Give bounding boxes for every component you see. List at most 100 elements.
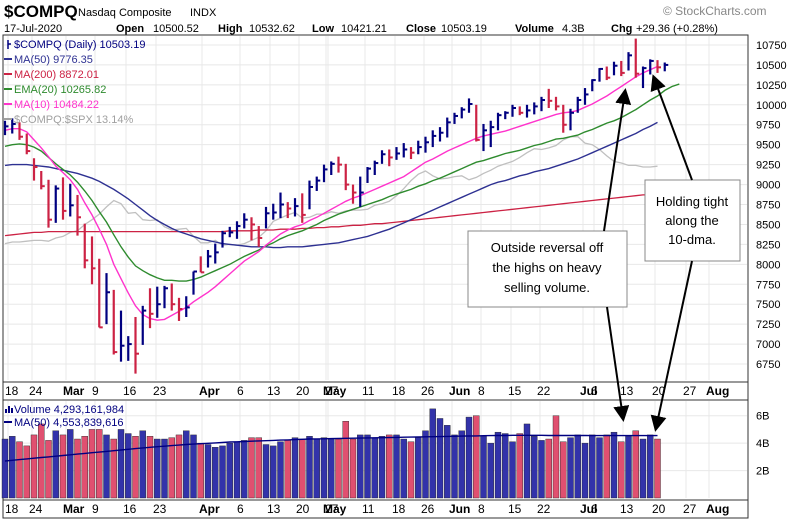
volume-bar (52, 430, 59, 499)
date-tick-label: 20 (296, 384, 310, 398)
volume-bar (30, 434, 38, 499)
price-tick-label: 8750 (756, 200, 780, 212)
legend-entry-text: $COMPQ:$SPX 13.14% (14, 114, 133, 126)
volume-bar (415, 437, 422, 499)
date-tick-label: 8 (478, 384, 485, 398)
legend-entry-text: MA(200) 8872.01 (14, 69, 99, 81)
date-tick-label: 18 (5, 384, 19, 398)
date-tick-label-bottom: 15 (508, 502, 522, 516)
volume-bar (291, 437, 299, 499)
volume-bar (59, 434, 67, 499)
index-name: Nasdaq Composite (78, 7, 172, 19)
price-tick-label: 10750 (756, 40, 787, 52)
volume-bar (531, 436, 538, 499)
volume-bar (96, 429, 103, 499)
volume-bar (212, 447, 219, 499)
price-tick-label: 9250 (756, 160, 780, 172)
date-tick-label-bottom: 24 (29, 502, 43, 516)
volume-bar (1, 438, 9, 499)
volume-bar (313, 438, 320, 499)
volume-bar (654, 438, 661, 499)
volume-bar (183, 430, 190, 499)
legend-entry-text: $COMPQ (Daily) 10503.19 (14, 39, 145, 51)
date-tick-label-bottom: May (323, 502, 347, 516)
volume-bar (458, 430, 465, 499)
bottom-date-axis-strip (2, 499, 749, 519)
date-tick-label: 13 (620, 384, 634, 398)
legend-entry-text: MA(10) 10484.22 (14, 99, 99, 111)
date-tick-label-bottom: Apr (199, 502, 220, 516)
volume-bar (110, 438, 117, 499)
volume-bar (125, 433, 132, 499)
volume-bars-icon (5, 409, 7, 413)
volume-tick-label: 2B (756, 466, 769, 478)
volume-bar (371, 437, 378, 499)
high-label: High (218, 23, 243, 35)
volume-bar (386, 434, 393, 499)
volume-bar (581, 442, 589, 499)
volume-bar (284, 440, 291, 499)
arrow-to-10dma (650, 74, 693, 181)
volume-bar (465, 416, 473, 499)
date-tick-label: Apr (199, 384, 220, 398)
volume-value: 4.3B (562, 23, 585, 35)
volume-bar (618, 441, 625, 499)
volume-bar (625, 436, 632, 499)
exchange-label: INDX (190, 7, 217, 19)
date-tick-label-bottom: 22 (537, 502, 551, 516)
date-tick-label: Mar (63, 384, 85, 398)
volume-bar (146, 436, 154, 499)
volume-bar (603, 434, 610, 499)
volume-y-axis: 6B 4B 2B (756, 411, 769, 478)
volume-bar (103, 434, 110, 499)
volume-bar (9, 436, 16, 499)
price-tick-label: 9750 (756, 120, 780, 132)
volume-bar (204, 444, 212, 499)
volume-bar (241, 440, 248, 499)
legend-entry-text: MA(50) 4,553,839,616 (14, 417, 123, 429)
date-tick-label-bottom: 18 (392, 502, 406, 516)
open-label: Open (116, 23, 144, 35)
ma200-line (4, 194, 658, 237)
open-value: 10500.52 (153, 23, 199, 35)
symbol-title: $COMPQ (4, 2, 78, 21)
ema20-line (4, 83, 680, 282)
close-label: Close (406, 23, 436, 35)
volume-bar (451, 434, 458, 499)
date-tick-label: Jul (580, 384, 597, 398)
volume-bar (45, 440, 52, 499)
annotation-1-line-3: selling volume. (504, 280, 590, 295)
date-tick-label: 6 (591, 384, 598, 398)
volume-bar (16, 441, 23, 499)
price-tick-label: 6750 (756, 359, 780, 371)
date-tick-label-bottom: Mar (63, 502, 85, 516)
volume-bars-icon (8, 406, 10, 413)
volume-bar (610, 431, 618, 499)
date-tick-label-bottom: 20 (652, 502, 666, 516)
moving-average-lines (4, 65, 680, 321)
price-tick-label: 8250 (756, 239, 780, 251)
volume-bar (596, 437, 603, 499)
ma50-line (4, 121, 658, 249)
volume-bar (552, 415, 560, 499)
date-tick-label: Aug (706, 384, 729, 398)
volume-tick-label: 4B (756, 438, 769, 450)
legend-entry-text: EMA(20) 10265.82 (14, 84, 106, 96)
low-label: Low (312, 23, 334, 35)
volume-bar (487, 442, 494, 499)
date-tick-label: 13 (267, 384, 281, 398)
volume-bar (378, 436, 386, 499)
volume-bar (197, 442, 204, 499)
annotation-box-2 (644, 179, 741, 262)
volume-bar (233, 441, 241, 499)
volume-bar (74, 438, 81, 499)
date-tick-label-bottom: Aug (706, 502, 729, 516)
date-tick-label-bottom: 8 (478, 502, 485, 516)
legend-entry-text: Volume 4,293,161,984 (14, 404, 124, 416)
volume-bar (523, 423, 531, 499)
date-tick-label-bottom: 27 (325, 502, 339, 516)
annotation-1-line-2: the highs on heavy (492, 260, 602, 275)
volume-bar (88, 429, 96, 499)
